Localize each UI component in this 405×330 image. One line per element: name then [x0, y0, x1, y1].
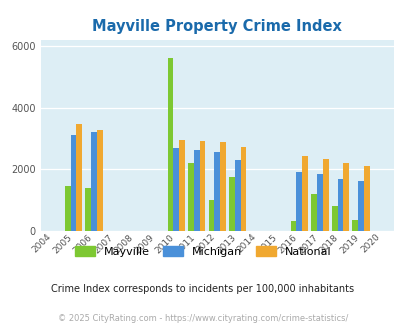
- Bar: [296, 172, 301, 231]
- Bar: [70, 135, 76, 231]
- Bar: [343, 163, 348, 231]
- Bar: [208, 200, 214, 231]
- Bar: [363, 166, 369, 231]
- Bar: [97, 130, 102, 231]
- Bar: [316, 174, 322, 231]
- Bar: [76, 124, 82, 231]
- Title: Mayville Property Crime Index: Mayville Property Crime Index: [92, 19, 341, 34]
- Text: Crime Index corresponds to incidents per 100,000 inhabitants: Crime Index corresponds to incidents per…: [51, 284, 354, 294]
- Bar: [240, 147, 246, 231]
- Bar: [337, 180, 343, 231]
- Legend: Mayville, Michigan, National: Mayville, Michigan, National: [70, 242, 335, 261]
- Bar: [85, 188, 91, 231]
- Bar: [65, 186, 70, 231]
- Bar: [199, 142, 205, 231]
- Bar: [188, 163, 193, 231]
- Bar: [228, 177, 234, 231]
- Bar: [91, 132, 97, 231]
- Bar: [352, 219, 357, 231]
- Bar: [357, 181, 363, 231]
- Bar: [193, 150, 199, 231]
- Bar: [331, 206, 337, 231]
- Bar: [167, 58, 173, 231]
- Text: © 2025 CityRating.com - https://www.cityrating.com/crime-statistics/: © 2025 CityRating.com - https://www.city…: [58, 314, 347, 323]
- Bar: [214, 152, 220, 231]
- Bar: [322, 159, 328, 231]
- Bar: [311, 194, 316, 231]
- Bar: [234, 160, 240, 231]
- Bar: [173, 148, 179, 231]
- Bar: [179, 140, 184, 231]
- Bar: [220, 143, 225, 231]
- Bar: [301, 156, 307, 231]
- Bar: [290, 221, 296, 231]
